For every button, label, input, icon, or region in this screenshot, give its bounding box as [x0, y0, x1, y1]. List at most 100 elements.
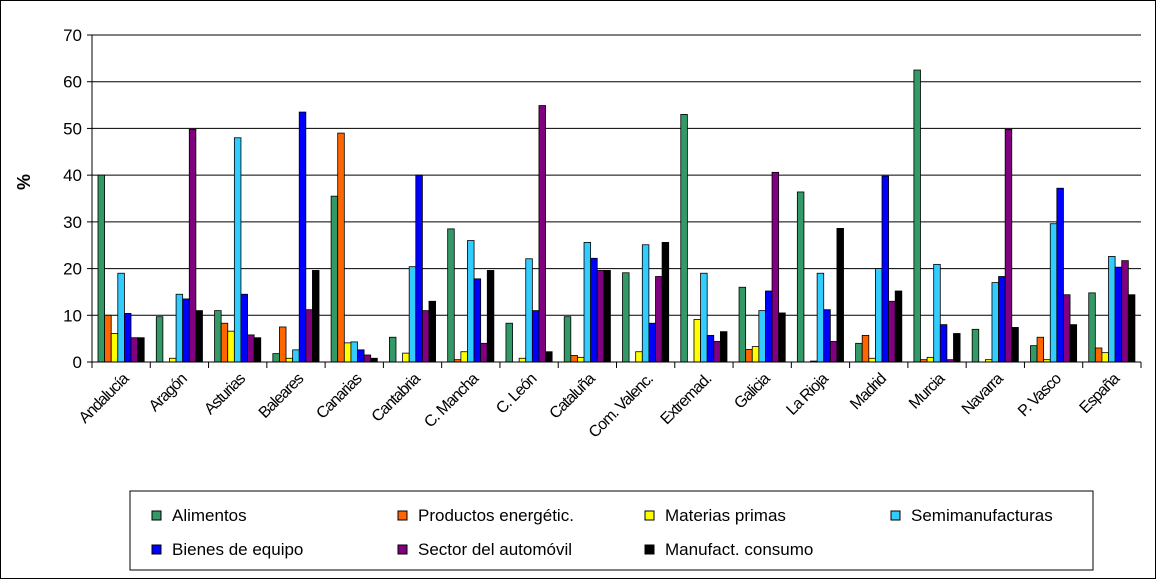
bar [751, 346, 760, 363]
y-tick-label: 0 [73, 353, 82, 372]
bar [467, 240, 475, 363]
bar [124, 313, 132, 363]
bar [745, 348, 753, 363]
bar [894, 290, 903, 363]
bar [758, 310, 766, 363]
bar [337, 132, 345, 363]
bar [1127, 294, 1136, 363]
bar [635, 351, 643, 363]
bar [563, 316, 572, 363]
bar [881, 175, 890, 363]
bar [408, 266, 417, 363]
bar [415, 174, 423, 363]
bar [1063, 294, 1071, 363]
bar [991, 282, 999, 363]
y-tick-label: 40 [63, 166, 82, 185]
bar [836, 227, 844, 363]
legend-label: Bienes de equipo [172, 540, 303, 559]
bar [1094, 347, 1103, 363]
bar [796, 191, 805, 363]
bar [480, 342, 488, 363]
legend-label: Alimentos [172, 506, 247, 525]
bar [596, 270, 605, 363]
legend-label: Materias primas [665, 506, 786, 525]
bar [998, 276, 1006, 363]
bar [343, 342, 352, 363]
bar [1030, 345, 1038, 363]
bar [971, 328, 980, 363]
legend-swatch [397, 544, 408, 555]
bar [388, 336, 397, 363]
bar [926, 356, 935, 363]
bar [603, 270, 611, 363]
y-tick-label: 10 [63, 306, 82, 325]
bar [1121, 260, 1129, 363]
bar [1108, 256, 1116, 363]
bar [97, 174, 105, 363]
bar [816, 272, 825, 363]
bar [214, 310, 222, 363]
bar [700, 272, 708, 363]
bar [641, 244, 650, 363]
legend-box [129, 490, 1094, 571]
legend-swatch [151, 544, 162, 555]
bar [473, 278, 482, 363]
legend-swatch [644, 510, 655, 521]
bar [855, 342, 863, 363]
bar [868, 357, 876, 363]
bar [765, 290, 773, 363]
bar [693, 319, 701, 363]
legend-swatch [151, 510, 162, 521]
y-axis-label: % [14, 174, 34, 190]
bar [778, 312, 786, 363]
bar [298, 111, 307, 363]
bar [104, 314, 112, 363]
bar [155, 316, 164, 363]
bar [939, 324, 948, 363]
bar [648, 322, 656, 363]
bar [680, 114, 688, 363]
bar [350, 341, 358, 363]
bar [655, 276, 663, 363]
bar [545, 351, 553, 363]
legend-label: Sector del automóvil [418, 540, 572, 559]
legend-label: Productos energétic. [418, 506, 574, 525]
bar [195, 310, 203, 363]
bar [738, 286, 747, 363]
bar [182, 298, 190, 363]
bar [1049, 223, 1058, 363]
y-tick-label: 70 [63, 26, 82, 45]
bar [363, 354, 372, 363]
bar [933, 263, 941, 363]
bar [861, 334, 870, 363]
y-tick-label: 60 [63, 73, 82, 92]
bar [486, 270, 495, 363]
bar [1101, 352, 1109, 363]
bar [137, 337, 145, 363]
bar [421, 310, 430, 363]
bar [719, 331, 728, 363]
bar [292, 349, 300, 363]
bar [460, 351, 468, 363]
bar [953, 333, 961, 363]
bar [1036, 336, 1045, 363]
bar [240, 293, 248, 363]
bar [590, 257, 598, 363]
bar [1004, 128, 1013, 363]
bar [583, 242, 592, 363]
bar [829, 341, 838, 363]
legend-swatch [644, 544, 655, 555]
bar [175, 293, 184, 363]
bar [531, 310, 540, 363]
bar [447, 228, 455, 363]
bar [888, 300, 896, 363]
bar [233, 137, 242, 363]
legend-label: Semimanufacturas [911, 506, 1053, 525]
y-tick-label: 50 [63, 119, 82, 138]
bar [188, 128, 197, 363]
bar [370, 357, 378, 363]
bar [771, 171, 780, 363]
bar [505, 322, 513, 363]
bar [577, 356, 585, 363]
